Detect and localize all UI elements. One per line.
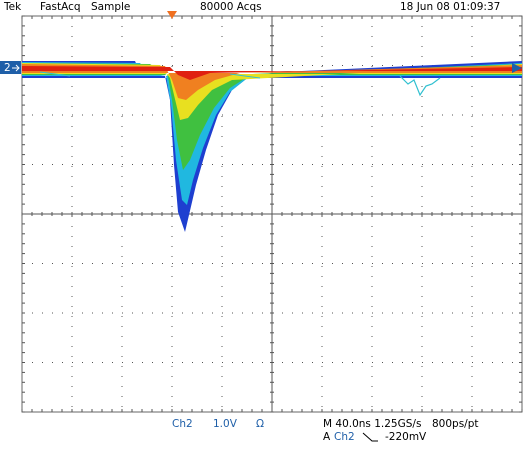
trigger-level: -220mV bbox=[385, 431, 427, 443]
trigger-level-marker bbox=[512, 63, 522, 73]
graticule bbox=[21, 15, 523, 413]
trigger-label: A bbox=[323, 431, 331, 443]
resolution: 800ps/pt bbox=[432, 418, 479, 430]
channel: Ch2 bbox=[172, 418, 193, 430]
waveform-orange bbox=[22, 64, 522, 100]
trigger-slope-icon bbox=[362, 432, 378, 442]
coupling: Ω bbox=[256, 418, 264, 430]
timebase: M 40.0ns 1.25GS/s bbox=[323, 418, 421, 430]
acq-mode: Sample bbox=[91, 1, 130, 13]
channel-marker-arrow bbox=[12, 64, 20, 72]
brand: Tek bbox=[3, 1, 22, 13]
mode: FastAcq bbox=[40, 1, 81, 13]
waveform bbox=[22, 61, 522, 232]
waveform-red bbox=[22, 66, 522, 80]
acquisitions: 80000 Acqs bbox=[200, 1, 262, 13]
trigger-source: Ch2 bbox=[334, 431, 355, 443]
waveform-noise bbox=[39, 71, 261, 79]
trigger-position-marker bbox=[167, 11, 177, 19]
waveform-glitch bbox=[399, 75, 441, 97]
channel-marker: 2 bbox=[4, 62, 11, 74]
scale: 1.0V bbox=[213, 418, 238, 430]
timestamp: 18 Jun 08 01:09:37 bbox=[400, 1, 500, 13]
